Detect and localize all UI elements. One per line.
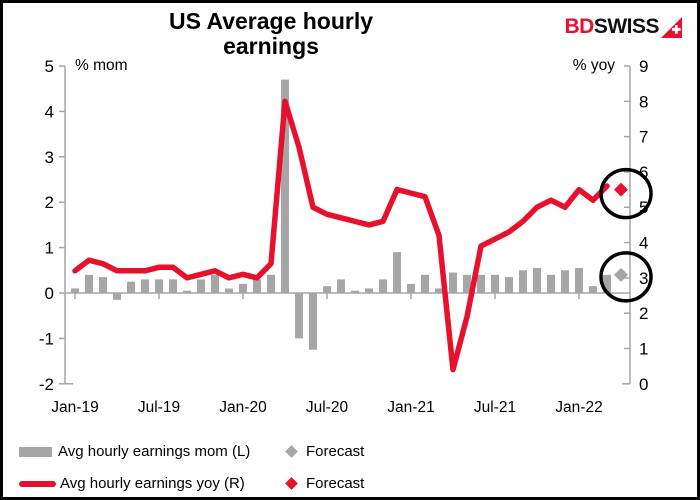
- bar-mom: [337, 279, 345, 293]
- bar-mom: [491, 274, 499, 293]
- bar-mom: [365, 288, 373, 293]
- left-axis-tick-label: 2: [45, 193, 54, 212]
- bar-mom: [379, 279, 387, 293]
- bar-mom: [519, 270, 527, 293]
- x-tick-label: Jul-20: [306, 399, 349, 416]
- left-axis-tick-label: 0: [45, 284, 54, 303]
- bar-mom: [407, 283, 415, 293]
- bar-mom: [421, 274, 429, 293]
- left-axis-tick-label: 4: [45, 102, 54, 121]
- left-axis-tick-label: -1: [39, 329, 54, 348]
- bar-mom: [141, 279, 149, 293]
- bar-mom: [281, 79, 289, 294]
- legend-label: Avg hourly earnings mom (L): [58, 443, 251, 460]
- right-axis-tick-label: 5: [639, 198, 648, 217]
- bar-mom: [183, 290, 191, 293]
- bar-mom: [267, 274, 275, 293]
- left-axis-tick-label: 5: [45, 57, 54, 76]
- right-axis-tick-label: 6: [639, 163, 648, 182]
- left-axis-title: % mom: [75, 57, 128, 74]
- legend-marker-diamond: [285, 477, 298, 490]
- forecast-diamond-yoy: [614, 182, 628, 197]
- bar-mom: [351, 290, 359, 293]
- legend-marker-line: [19, 480, 56, 487]
- legend-item-forecast-mom: Forecast: [285, 443, 364, 460]
- bdswiss-arrow-icon: [660, 16, 683, 38]
- bar-mom: [169, 279, 177, 293]
- legend-label: Forecast: [306, 443, 365, 460]
- bar-mom: [547, 274, 555, 293]
- legend-item-yoy: Avg hourly earnings yoy (R): [19, 475, 245, 492]
- right-axis-tick-label: 7: [639, 128, 648, 147]
- bar-mom: [393, 252, 401, 293]
- legend-marker-bar: [19, 446, 52, 457]
- bar-mom: [225, 288, 233, 293]
- left-axis-tick-label: -2: [39, 375, 54, 394]
- bar-mom: [533, 268, 541, 293]
- bar-mom: [575, 268, 583, 293]
- bar-mom: [435, 288, 443, 293]
- right-axis-tick-label: 0: [639, 375, 648, 394]
- forecast-circle-mom: [599, 251, 653, 303]
- right-axis-tick-label: 4: [639, 234, 648, 253]
- chart-title: US Average hourly earnings: [168, 8, 374, 60]
- bar-mom: [71, 288, 79, 293]
- bar-mom: [477, 274, 485, 293]
- bar-mom: [505, 277, 513, 293]
- x-tick-label: Jul-21: [474, 399, 516, 416]
- bar-mom: [239, 283, 247, 293]
- x-tick-label: Jan-19: [51, 399, 98, 416]
- legend-item-mom: Avg hourly earnings mom (L): [19, 443, 250, 460]
- bar-mom: [253, 279, 261, 293]
- bar-mom: [309, 293, 317, 350]
- bar-mom: [85, 274, 93, 293]
- right-axis-tick-label: 8: [639, 92, 648, 111]
- x-tick-label: Jan-21: [387, 399, 434, 416]
- bar-mom: [603, 274, 611, 293]
- legend-item-forecast-yoy: Forecast: [285, 475, 364, 492]
- logo-swiss-text: SWISS: [593, 15, 660, 38]
- legend-label: Avg hourly earnings yoy (R): [60, 475, 245, 492]
- logo-bd-text: BD: [564, 15, 594, 38]
- x-tick-label: Jan-22: [555, 399, 602, 416]
- bar-mom: [323, 286, 331, 293]
- chart-legend: Avg hourly earnings mom (L) Forecast Avg h…: [3, 437, 697, 497]
- chart-plot-area: Jan-19 Jul-19 Jan-20 Jul-20 Jan-21 Jul-21 Jan-…: [39, 57, 653, 416]
- forecast-diamond-mom: [614, 267, 628, 282]
- left-axis-tick-label: 1: [45, 239, 54, 258]
- x-tick-label: Jul-19: [138, 399, 180, 416]
- right-axis-tick-label: 2: [639, 304, 648, 323]
- bar-mom: [197, 279, 205, 293]
- yoy-line: [72, 98, 610, 373]
- bdswiss-logo: BD SWISS: [564, 15, 683, 39]
- bar-mom: [127, 281, 135, 293]
- forecast-circle-yoy: [599, 167, 653, 220]
- left-axis-tick-label: 3: [45, 148, 54, 167]
- bar-mom: [113, 293, 121, 300]
- right-axis-tick-label: 3: [639, 269, 648, 288]
- bar-mom: [463, 274, 471, 293]
- legend-marker-diamond: [285, 445, 298, 458]
- x-tick-label: Jan-20: [219, 399, 267, 416]
- right-axis-tick-label: 1: [639, 339, 648, 358]
- bar-mom: [155, 279, 163, 293]
- bar-mom: [295, 293, 303, 339]
- bar-mom: [561, 270, 569, 293]
- bar-mom: [589, 286, 597, 293]
- bar-mom: [99, 277, 107, 293]
- bar-mom: [211, 274, 219, 293]
- right-axis-title: % yoy: [573, 57, 615, 74]
- bar-mom: [449, 272, 457, 293]
- legend-label: Forecast: [306, 475, 365, 492]
- right-axis-tick-label: 9: [639, 57, 648, 76]
